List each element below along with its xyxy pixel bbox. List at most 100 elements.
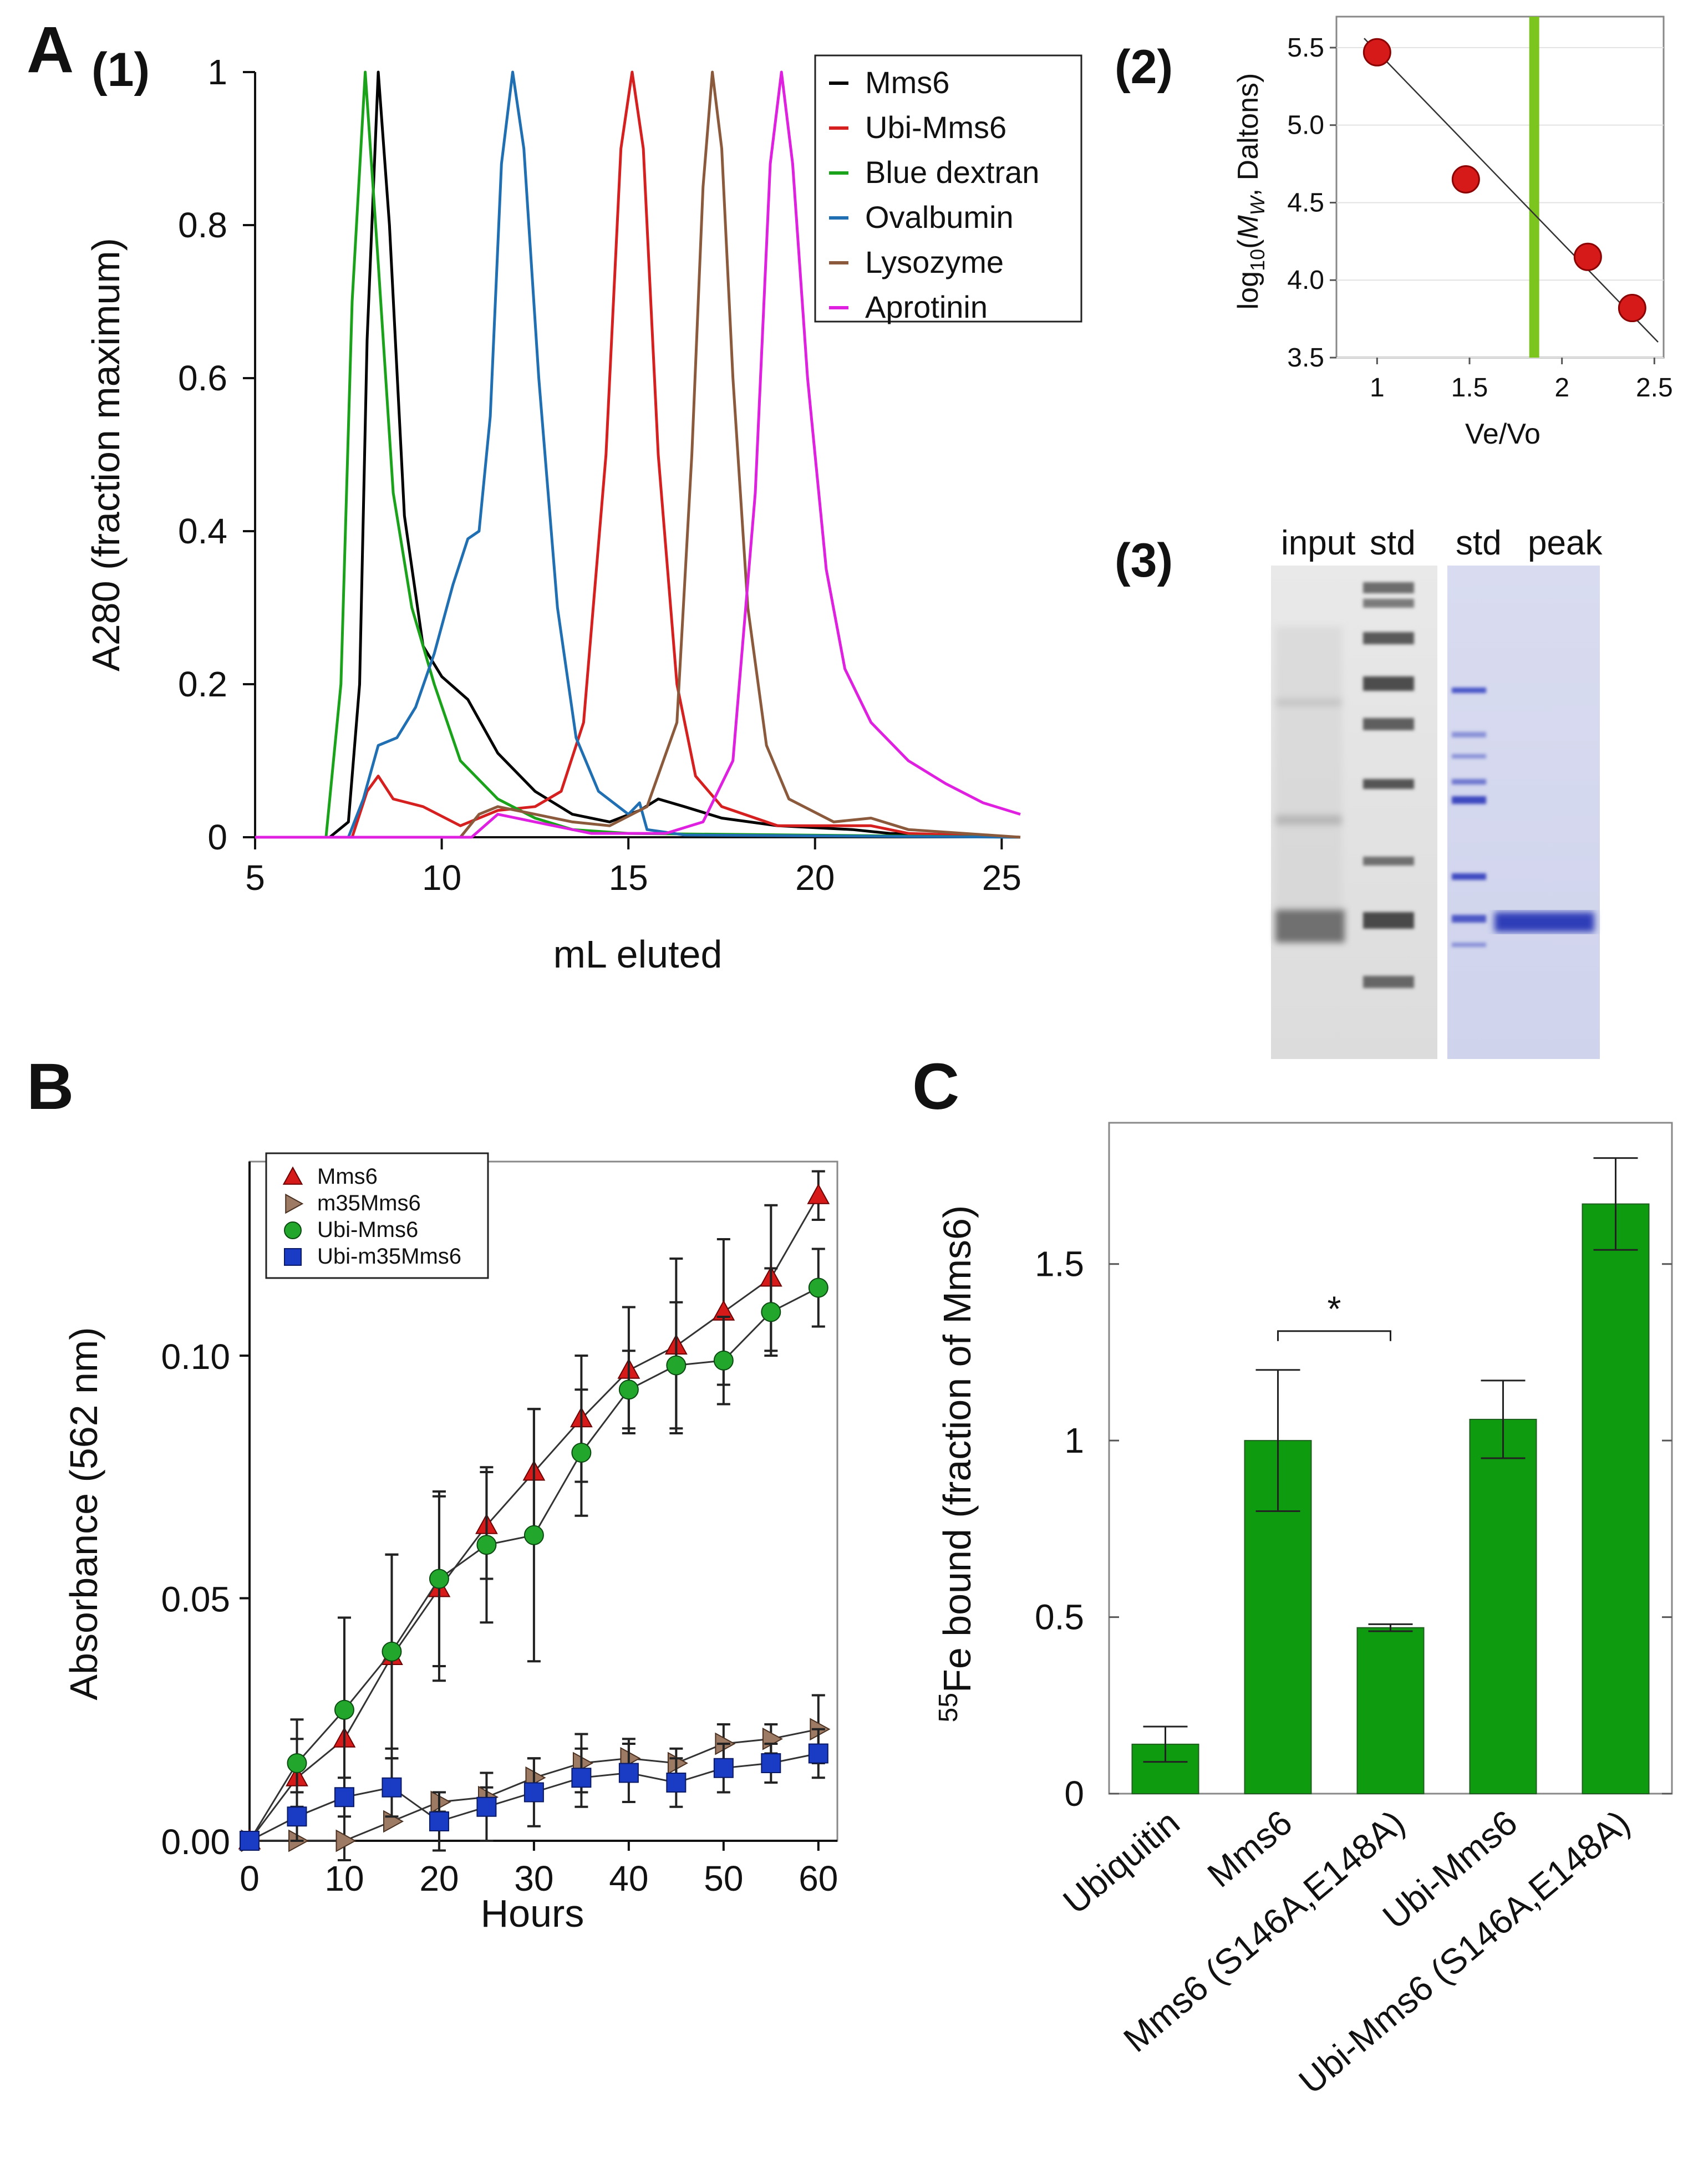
c-y-ticks: 0 0.5 1 1.5 [1035, 1244, 1672, 1814]
b-xtick-label: 30 [514, 1859, 553, 1898]
b-marker-ubi-m35mms6 [761, 1753, 781, 1773]
b-legend-marker-ubi-mms6 [284, 1221, 302, 1239]
b-marker-ubi-m35mms6 [666, 1773, 687, 1793]
b-ytick-label: 0.10 [161, 1337, 230, 1377]
gel-left-input-lane [1275, 627, 1345, 943]
a1-ytick-label: 1 [207, 52, 227, 92]
b-marker-ubi-mms6 [476, 1535, 497, 1555]
panel-label-a2: (2) [1115, 40, 1173, 94]
a1-legend-items: Mms6 Ubi-Mms6 Blue dextran Ovalbumin Lysozym… [829, 65, 1039, 324]
a2-ylabel-subw: W [1246, 195, 1269, 215]
b-marker-m35mms6 [383, 1810, 404, 1833]
b-marker-ubi-mms6 [713, 1350, 734, 1371]
gel-right-std-lane [1452, 688, 1486, 947]
c-significance: * [1277, 1289, 1391, 1341]
gel-image: input std std peak [1271, 524, 1603, 1059]
b-marker-ubi-mms6 [382, 1641, 402, 1662]
a2-point-1 [1362, 38, 1391, 67]
c-ylabel-super: 55 [934, 1693, 963, 1722]
a2-x-axis-title: Ve/Vo [1465, 418, 1541, 450]
a2-gridlines [1336, 47, 1664, 358]
a2-ylabel-m: M [1232, 215, 1264, 240]
b-y-ticks: 0.00 0.05 0.10 [161, 1337, 250, 1862]
a1-line-ovalbumin [255, 70, 1021, 839]
b-legend-marker-mms6 [282, 1166, 303, 1185]
b-xtick-label: 50 [704, 1859, 743, 1898]
gel-label-input: input [1281, 524, 1355, 562]
b-marker-ubi-m35mms6 [523, 1782, 544, 1803]
gel-label-std-1: std [1370, 524, 1416, 562]
b-series-ubi-mms6 [240, 1248, 828, 1851]
b-legend-label-mms6: Mms6 [317, 1164, 378, 1189]
panel-label-a: A [27, 13, 74, 86]
elution-profile-chart: 0 0.2 0.4 0.6 0.8 1 5 10 15 20 25 mL eluted A280 … [84, 52, 1082, 976]
c-category-label-ubiquitin: Ubiquitin [1055, 1803, 1187, 1922]
b-marker-ubi-m35mms6 [240, 1831, 260, 1851]
b-marker-ubi-mms6 [808, 1277, 828, 1298]
gel-right-background [1447, 566, 1600, 1059]
b-marker-ubi-m35mms6 [808, 1743, 828, 1764]
c-ylabel-rest: Fe bound (fraction of Mms6) [936, 1205, 979, 1693]
a1-x-ticks: 5 10 15 20 25 [245, 837, 1021, 898]
b-legend-marker-m35mms6 [285, 1193, 304, 1214]
b-marker-ubi-m35mms6 [713, 1758, 734, 1778]
a2-ytick-label: 4.0 [1287, 266, 1324, 295]
a2-ylabel-rest: , Daltons) [1232, 73, 1264, 197]
b-series-ubi-m35mms6 [240, 1728, 828, 1852]
a2-x-ticks: 1 1.5 2 2.5 [1370, 358, 1673, 403]
b-xtick-label: 20 [419, 1859, 459, 1898]
a1-ytick-label: 0.6 [178, 358, 227, 398]
b-marker-m35mms6 [335, 1829, 357, 1852]
a1-y-axis-title: A280 (fraction maximum) [84, 238, 128, 671]
a2-xtick-label: 1 [1370, 373, 1385, 403]
c-significance-star: * [1328, 1289, 1341, 1329]
b-marker-ubi-mms6 [571, 1443, 592, 1463]
b-marker-ubi-m35mms6 [287, 1806, 307, 1827]
b-xtick-label: 10 [324, 1859, 364, 1898]
b-legend-label-ubi-mms6: Ubi-Mms6 [317, 1218, 418, 1242]
a1-line-mms6 [255, 70, 1021, 839]
a1-ytick-label: 0 [207, 817, 227, 857]
b-marker-ubi-m35mms6 [618, 1763, 639, 1783]
b-y-axis-title: Absorbance (562 nm) [62, 1327, 105, 1700]
c-ytick-label: 1.5 [1035, 1244, 1084, 1284]
b-xtick-label: 40 [609, 1859, 648, 1898]
a2-ytick-label: 4.5 [1287, 188, 1324, 217]
gel-label-peak: peak [1528, 524, 1603, 562]
b-marker-m35mms6 [762, 1727, 783, 1750]
a1-xtick-label: 25 [982, 858, 1021, 898]
b-marker-m35mms6 [667, 1752, 688, 1775]
a2-ylabel-paren: ( [1232, 239, 1264, 249]
a2-ytick-label: 5.5 [1287, 33, 1324, 63]
a2-xtick-label: 2.5 [1636, 373, 1673, 403]
a2-ylabel-sub10: 10 [1246, 249, 1269, 271]
b-marker-ubi-m35mms6 [571, 1768, 592, 1788]
c-ytick-label: 1 [1064, 1421, 1084, 1460]
b-marker-ubi-mms6 [523, 1525, 544, 1545]
a1-ytick-label: 0.4 [178, 511, 227, 551]
b-marker-ubi-mms6 [429, 1569, 449, 1589]
a1-legend-label-blue-dextran: Blue dextran [865, 155, 1039, 190]
b-marker-m35mms6 [430, 1790, 451, 1814]
a1-ytick-label: 0.2 [178, 664, 227, 704]
c-category-label-mms6: Mms6 [1200, 1803, 1300, 1895]
a2-point-3 [1573, 242, 1602, 271]
a1-line-lysozyme [255, 70, 1021, 839]
a1-legend-label-lysozyme: Lysozyme [865, 245, 1004, 279]
b-marker-ubi-mms6 [666, 1355, 687, 1376]
b-marker-ubi-m35mms6 [334, 1787, 354, 1808]
b-legend-label-ubi-m35mms6: Ubi-m35Mms6 [317, 1244, 461, 1269]
a2-ytick-label: 3.5 [1287, 343, 1324, 373]
a2-point-2 [1451, 165, 1480, 194]
panel-label-c: C [912, 1050, 959, 1123]
a1-line-aprotinin [255, 70, 1021, 839]
a2-ytick-label: 5.0 [1287, 111, 1324, 140]
b-series-m35mms6 [241, 1694, 831, 1852]
gel-label-std-2: std [1456, 524, 1502, 562]
b-marker-ubi-m35mms6 [429, 1811, 449, 1831]
b-legend-label-m35mms6: m35Mms6 [317, 1191, 421, 1215]
